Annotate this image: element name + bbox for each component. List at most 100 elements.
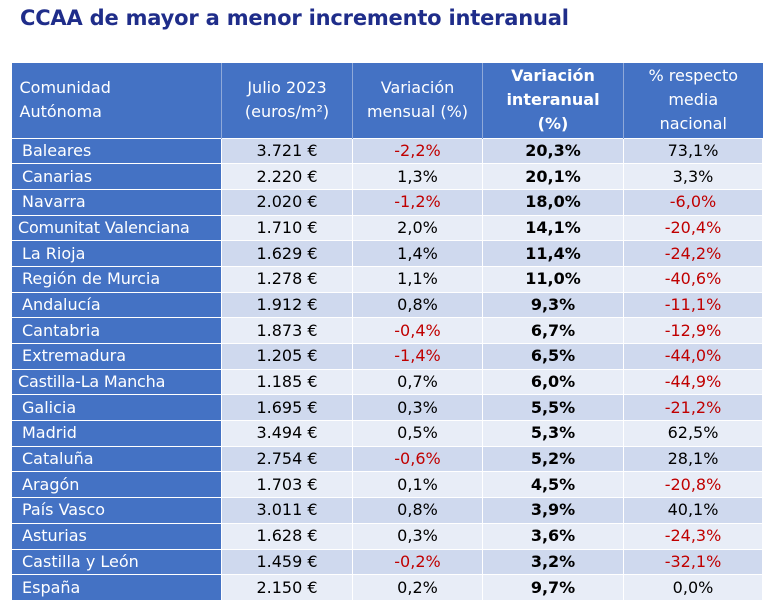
region-cell: Baleares [11,137,222,165]
yearly-change-cell: 14,1% [482,214,624,242]
vs-national-cell: 73,1% [623,137,763,165]
region-cell: La Rioja [11,240,222,267]
vs-national-cell: -21,2% [623,394,763,422]
price-cell: 1.710 € [221,214,353,242]
region-cell: Asturias [11,522,222,550]
price-cell: 1.695 € [221,394,353,422]
price-cell: 3.494 € [221,420,353,447]
region-cell: Canarias [11,163,222,190]
region-cell: Andalucía [11,291,222,319]
yearly-change-cell: 11,0% [482,265,624,293]
vs-national-cell: 0,0% [623,574,763,601]
monthly-change-cell: -0,4% [352,317,483,344]
price-cell: 1.628 € [221,522,353,550]
yearly-change-cell: 11,4% [482,240,624,267]
price-cell: 2.020 € [221,188,353,216]
table-row: Canarias 2.220 €1,3% 20,1% 3,3% [11,163,763,190]
yearly-change-cell: 5,5% [482,394,624,422]
table-row: Navarra 2.020 € -1,2% 18,0% -6,0% [11,188,763,216]
price-cell: 1.278 € [221,265,353,293]
table-row: Castilla y León 1.459 € -0,2% 3,2% -32,1% [11,548,763,576]
monthly-change-cell: 0,1% [352,471,483,499]
header-yearly: Variación interanual (%) [482,63,624,138]
yearly-change-cell: 5,3% [482,420,624,447]
vs-national-cell: 28,1% [623,445,763,473]
price-cell: 1.873 € [221,317,353,344]
price-table: Comunidad Autónoma Julio 2023 (euros/m²)… [11,63,763,601]
region-cell: Región de Murcia [11,265,222,293]
table-row: España 2.150 €0,2% 9,7% 0,0% [11,574,763,601]
price-cell: 2.220 € [221,163,353,190]
monthly-change-cell: 1,3% [352,163,483,190]
monthly-change-cell: 2,0% [352,214,483,242]
table-row: Comunitat Valenciana 1.710 €2,0% 14,1% -20,… [11,214,763,242]
monthly-change-cell: 0,3% [352,522,483,550]
yearly-change-cell: 9,3% [482,291,624,319]
yearly-change-cell: 4,5% [482,471,624,499]
price-cell: 3.721 € [221,137,353,165]
yearly-change-cell: 3,6% [482,522,624,550]
price-cell: 2.150 € [221,574,353,601]
yearly-change-cell: 6,7% [482,317,624,344]
price-cell: 1.205 € [221,343,353,370]
yearly-change-cell: 5,2% [482,445,624,473]
price-cell: 3.011 € [221,497,353,524]
monthly-change-cell: 1,4% [352,240,483,267]
region-cell: Navarra [11,188,222,216]
vs-national-cell: -44,0% [623,343,763,370]
vs-national-cell: 3,3% [623,163,763,190]
vs-national-cell: -40,6% [623,265,763,293]
yearly-change-cell: 20,1% [482,163,624,190]
region-cell: Extremadura [11,343,222,370]
yearly-change-cell: 9,7% [482,574,624,601]
header-region: Comunidad Autónoma [11,63,222,138]
yearly-change-cell: 18,0% [482,188,624,216]
header-price: Julio 2023 (euros/m²) [221,63,353,138]
monthly-change-cell: 0,8% [352,497,483,524]
vs-national-cell: -11,1% [623,291,763,319]
region-cell: Madrid [11,420,222,447]
table-row: Extremadura 1.205 € -1,4% 6,5% -44,0% [11,343,763,370]
yearly-change-cell: 3,2% [482,548,624,576]
region-cell: Castilla y León [11,548,222,576]
monthly-change-cell: 0,5% [352,420,483,447]
vs-national-cell: -24,3% [623,522,763,550]
header-monthly: Variación mensual (%) [352,63,483,138]
region-cell: España [11,574,222,601]
region-cell: Comunitat Valenciana [11,214,222,242]
vs-national-cell: -6,0% [623,188,763,216]
vs-national-cell: 62,5% [623,420,763,447]
region-cell: Cataluña [11,445,222,473]
monthly-change-cell: 0,3% [352,394,483,422]
region-cell: Cantabria [11,317,222,344]
table-row: Andalucía 1.912 €0,8% 9,3% -11,1% [11,291,763,319]
price-cell: 1.912 € [221,291,353,319]
table-row: Cantabria 1.873 € -0,4% 6,7% -12,9% [11,317,763,344]
table-row: Baleares 3.721 € -2,2% 20,3% 73,1% [11,137,763,165]
region-cell: Aragón [11,471,222,499]
yearly-change-cell: 6,0% [482,368,624,396]
price-cell: 1.459 € [221,548,353,576]
table-row: La Rioja 1.629 €1,4% 11,4% -24,2% [11,240,763,267]
table-header-row: Comunidad Autónoma Julio 2023 (euros/m²)… [11,63,763,138]
table-row: Región de Murcia 1.278 €1,1% 11,0% -40,6% [11,265,763,293]
vs-national-cell: -32,1% [623,548,763,576]
vs-national-cell: -24,2% [623,240,763,267]
monthly-change-cell: -0,6% [352,445,483,473]
table-row: Asturias 1.628 €0,3% 3,6% -24,3% [11,522,763,550]
table-row: Cataluña 2.754 € -0,6% 5,2% 28,1% [11,445,763,473]
region-cell: País Vasco [11,497,222,524]
page-title: CCAA de mayor a menor incremento interan… [20,6,569,30]
monthly-change-cell: 0,2% [352,574,483,601]
table-row: Galicia 1.695 €0,3% 5,5% -21,2% [11,394,763,422]
monthly-change-cell: 1,1% [352,265,483,293]
price-cell: 1.185 € [221,368,353,396]
region-cell: Castilla-La Mancha [11,368,222,396]
region-cell: Galicia [11,394,222,422]
vs-national-cell: 40,1% [623,497,763,524]
table-row: Aragón 1.703 €0,1% 4,5% -20,8% [11,471,763,499]
monthly-change-cell: -0,2% [352,548,483,576]
vs-national-cell: -44,9% [623,368,763,396]
vs-national-cell: -20,8% [623,471,763,499]
monthly-change-cell: 0,7% [352,368,483,396]
